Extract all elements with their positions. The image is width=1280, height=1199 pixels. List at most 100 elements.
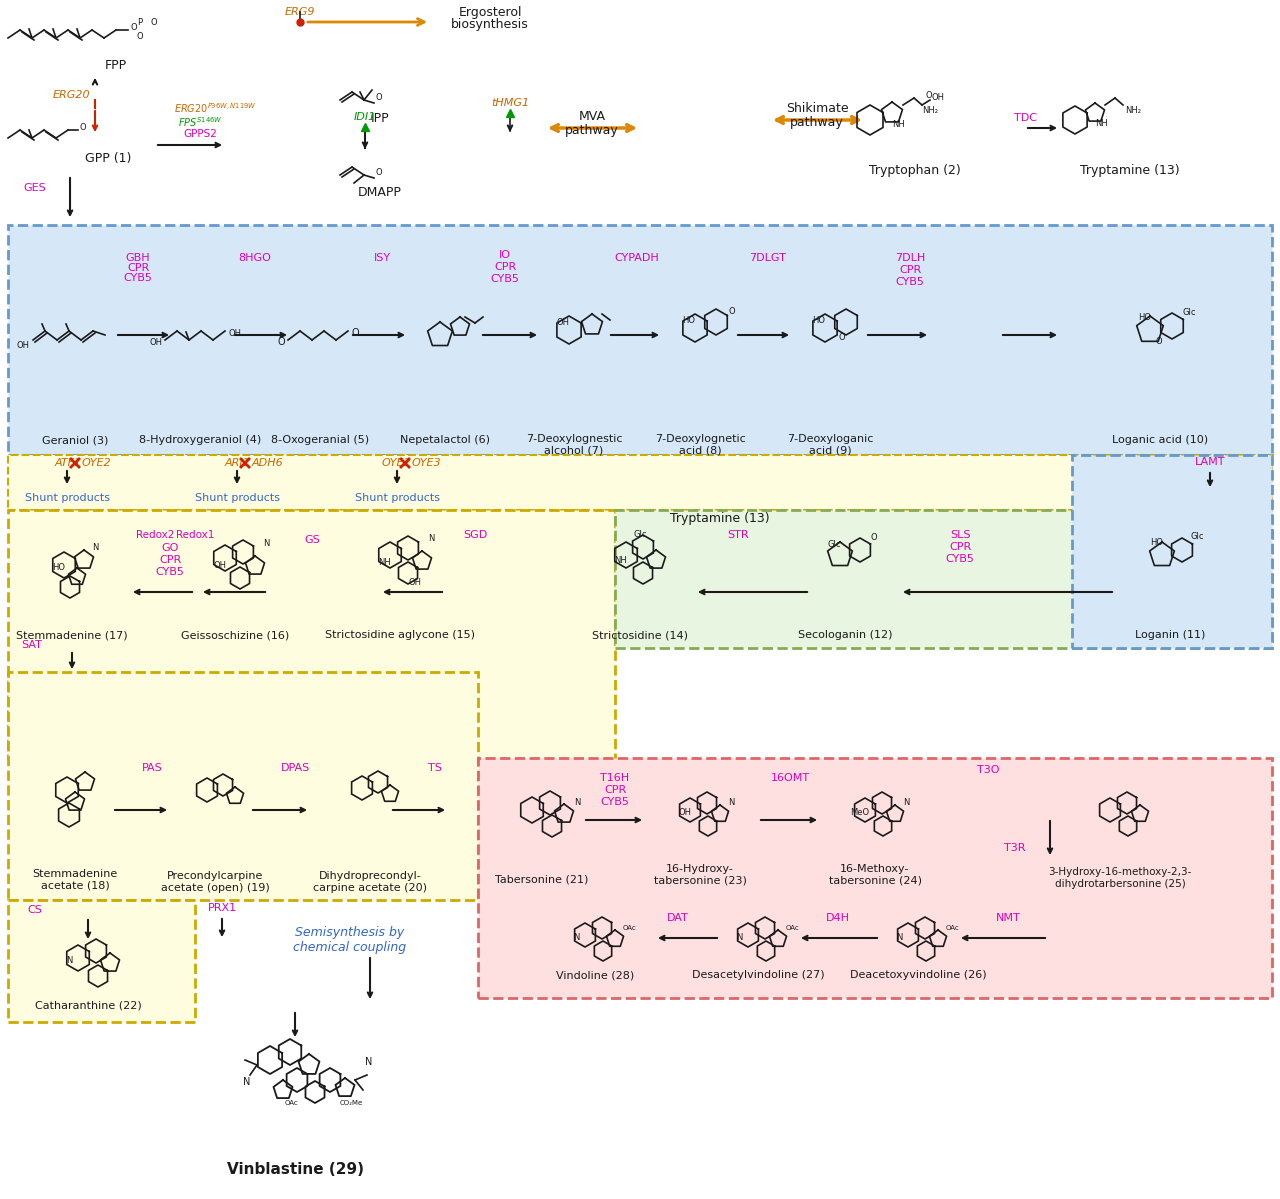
Text: N: N — [573, 799, 580, 807]
Text: O: O — [351, 329, 358, 338]
Text: Shunt products: Shunt products — [195, 493, 279, 504]
Text: OYE3: OYE3 — [412, 458, 442, 468]
Text: CPR: CPR — [899, 265, 922, 275]
Text: SAT: SAT — [22, 640, 42, 650]
Text: O: O — [79, 122, 86, 132]
Text: O: O — [925, 91, 932, 100]
Text: Loganin (11): Loganin (11) — [1135, 629, 1206, 640]
Text: pathway: pathway — [566, 123, 620, 137]
Text: PAS: PAS — [142, 763, 163, 773]
Text: Tabersonine (21): Tabersonine (21) — [495, 875, 589, 885]
Text: O: O — [131, 23, 137, 31]
Text: Tryptamine (13): Tryptamine (13) — [671, 512, 769, 524]
Text: N: N — [262, 540, 269, 548]
Text: CPR: CPR — [159, 555, 182, 565]
Text: Strictosidine aglycone (15): Strictosidine aglycone (15) — [325, 629, 475, 640]
Text: NH: NH — [378, 558, 390, 567]
Text: MeO: MeO — [850, 808, 869, 817]
Text: OYE2: OYE2 — [82, 458, 111, 468]
Text: $FPS^{S146W}$: $FPS^{S146W}$ — [178, 115, 223, 129]
Text: Catharanthine (22): Catharanthine (22) — [35, 1000, 141, 1010]
Bar — [8, 454, 1272, 510]
Text: O: O — [728, 307, 735, 317]
Text: DPAS: DPAS — [280, 763, 310, 773]
Text: T16H: T16H — [600, 773, 630, 783]
Text: STR: STR — [727, 530, 749, 540]
Text: PRX1: PRX1 — [207, 903, 237, 912]
Text: OAc: OAc — [623, 924, 636, 930]
Text: Shunt products: Shunt products — [355, 493, 439, 504]
Text: FPP: FPP — [105, 59, 127, 72]
Text: CYPADH: CYPADH — [614, 253, 659, 263]
Text: DAT: DAT — [667, 912, 689, 923]
Text: Redox2: Redox2 — [136, 530, 174, 540]
Text: DMAPP: DMAPP — [358, 186, 402, 199]
Text: Strictosidine (14): Strictosidine (14) — [593, 629, 689, 640]
Text: Stemmadenine
acetate (18): Stemmadenine acetate (18) — [32, 869, 118, 891]
Text: CO₂Me: CO₂Me — [340, 1099, 364, 1105]
Text: Ergosterol: Ergosterol — [458, 6, 522, 18]
Text: O: O — [278, 337, 285, 347]
Text: 8HGO: 8HGO — [238, 253, 271, 263]
Text: 7DLH: 7DLH — [895, 253, 925, 263]
Text: SLS: SLS — [950, 530, 970, 540]
Text: Desacetylvindoline (27): Desacetylvindoline (27) — [691, 970, 824, 980]
Text: OAc: OAc — [285, 1099, 298, 1105]
Text: 16-Hydroxy-
tabersonine (23): 16-Hydroxy- tabersonine (23) — [654, 864, 746, 886]
Text: N: N — [728, 799, 735, 807]
Text: CYB5: CYB5 — [124, 273, 152, 283]
Text: OH: OH — [228, 329, 241, 338]
Text: Shunt products: Shunt products — [24, 493, 110, 504]
Text: Tryptamine (13): Tryptamine (13) — [1080, 163, 1180, 176]
Text: IPP: IPP — [371, 112, 389, 125]
Text: CPR: CPR — [604, 785, 626, 795]
Text: Stemmadenine (17): Stemmadenine (17) — [17, 629, 128, 640]
Text: Glc: Glc — [634, 530, 646, 540]
Text: HO: HO — [1149, 538, 1164, 547]
Text: NH: NH — [614, 556, 627, 565]
Text: OH: OH — [17, 341, 29, 349]
Text: CS: CS — [28, 905, 42, 915]
Text: Semisynthesis by
chemical coupling: Semisynthesis by chemical coupling — [293, 926, 407, 954]
Text: pathway: pathway — [790, 115, 844, 128]
Bar — [8, 900, 195, 1022]
Text: CYB5: CYB5 — [896, 277, 924, 287]
Text: CPR: CPR — [127, 263, 150, 273]
Text: IO: IO — [499, 251, 511, 260]
Text: CYB5: CYB5 — [156, 567, 184, 577]
Text: IDI1: IDI1 — [353, 112, 376, 122]
Text: biosynthesis: biosynthesis — [451, 18, 529, 30]
Text: Loganic acid (10): Loganic acid (10) — [1112, 435, 1208, 445]
Text: O: O — [838, 333, 845, 342]
Text: NH: NH — [1094, 119, 1107, 127]
Text: NMT: NMT — [996, 912, 1020, 923]
Text: O: O — [137, 32, 143, 41]
Text: tHMG1: tHMG1 — [492, 98, 529, 108]
Bar — [614, 510, 1272, 647]
Text: Redox1: Redox1 — [175, 530, 214, 540]
Bar — [1073, 454, 1272, 647]
Text: P: P — [137, 18, 142, 26]
Text: HO: HO — [682, 317, 695, 325]
Text: CPR: CPR — [948, 542, 972, 552]
Text: GPP (1): GPP (1) — [84, 151, 132, 164]
Text: O: O — [1155, 337, 1162, 347]
Text: Shikimate: Shikimate — [786, 102, 849, 114]
Text: O: O — [150, 18, 156, 26]
Text: T3O: T3O — [977, 765, 1000, 775]
Text: ERG20: ERG20 — [54, 90, 91, 100]
Text: 7-Deoxyloganic
acid (9): 7-Deoxyloganic acid (9) — [787, 434, 873, 456]
Text: N: N — [92, 543, 99, 552]
Text: HO: HO — [812, 317, 826, 325]
Text: ATF1: ATF1 — [55, 458, 82, 468]
Text: T3R: T3R — [1005, 843, 1025, 852]
Text: GO: GO — [161, 543, 179, 553]
Text: N: N — [902, 799, 909, 807]
Text: OH: OH — [408, 578, 421, 588]
Bar — [8, 510, 614, 760]
Text: OAc: OAc — [946, 924, 960, 930]
Text: $ERG20^{F96W,N119W}$: $ERG20^{F96W,N119W}$ — [174, 101, 256, 115]
Text: N: N — [67, 956, 73, 965]
Text: NH₂: NH₂ — [1125, 106, 1140, 115]
Bar — [8, 671, 477, 900]
